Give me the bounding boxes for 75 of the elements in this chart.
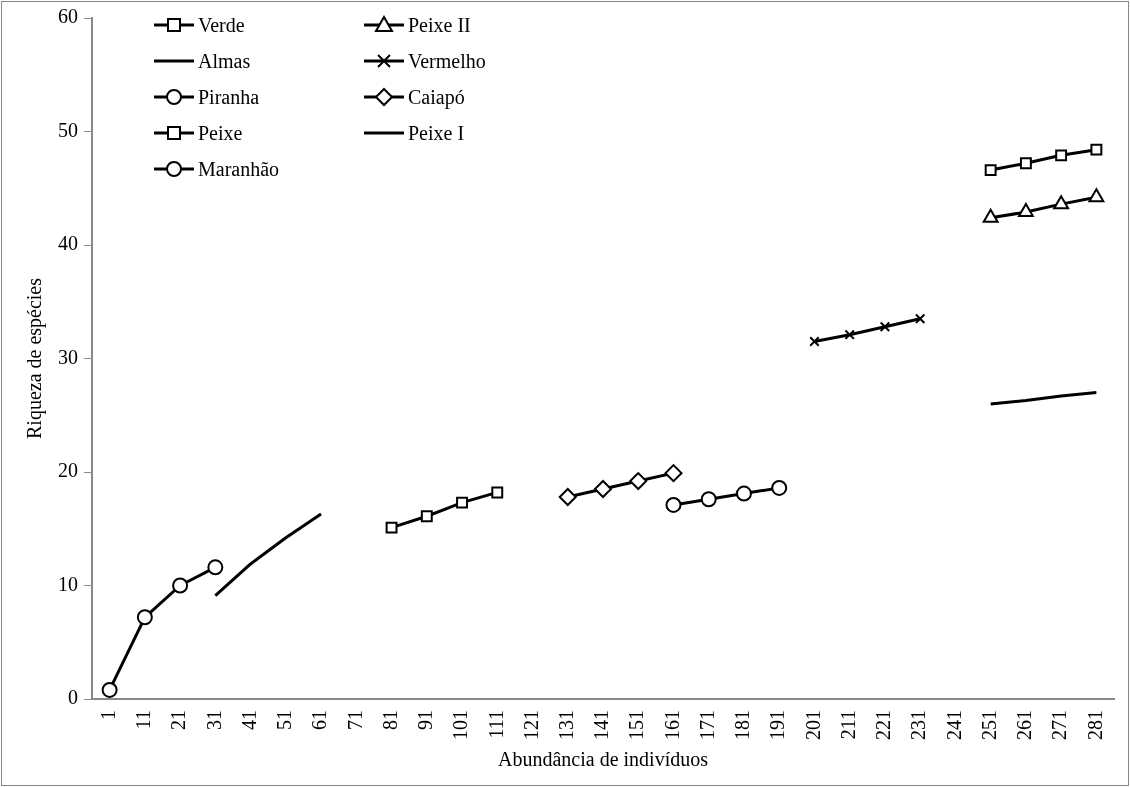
point (101, 681, 118, 698)
legend-label: Piranha (198, 85, 260, 109)
x-axis-title: Abundância de indivíduos (498, 748, 709, 771)
point (207, 559, 224, 576)
y-tick-label: 30 (58, 345, 78, 368)
point (879, 321, 891, 332)
legend-label: Peixe (198, 121, 243, 145)
x-tick-label: 31 (202, 710, 225, 730)
x-tick-label: 191 (766, 710, 789, 740)
x-tick-label: 241 (942, 710, 965, 740)
y-tick-label: 60 (58, 5, 78, 28)
x-tick-label: 251 (977, 710, 1000, 740)
x-tick-label: 101 (449, 710, 472, 740)
point (1090, 143, 1103, 156)
x-tick-label: 91 (414, 710, 437, 730)
point (982, 208, 999, 223)
x-tick-label: 281 (1083, 710, 1106, 740)
point (664, 464, 683, 483)
point (1017, 203, 1034, 218)
x-tick-label: 71 (343, 710, 366, 730)
x-tick-label: 11 (132, 710, 155, 730)
legend-label: Verde (198, 13, 245, 37)
x-tick-label: 121 (519, 710, 542, 740)
point (984, 164, 997, 177)
x-tick-label: 21 (167, 710, 190, 730)
y-tick-label: 10 (58, 572, 78, 595)
point (735, 485, 752, 502)
y-tick-label: 20 (58, 459, 78, 482)
point (385, 521, 398, 534)
point (491, 486, 504, 499)
point (594, 480, 612, 499)
y-axis-title: Riqueza de espécies (23, 277, 47, 440)
point (1088, 188, 1105, 203)
x-tick-label: 111 (484, 710, 507, 739)
point (1053, 195, 1070, 210)
point (136, 609, 153, 626)
x-tick-label: 181 (731, 710, 754, 740)
point (629, 472, 648, 491)
x-tick-label: 201 (801, 710, 824, 740)
x-tick-label: 171 (695, 710, 718, 740)
y-tick-label: 40 (58, 232, 78, 255)
legend-label: Almas (198, 49, 251, 73)
legend-label: Peixe II (408, 13, 471, 37)
x-tick-label: 61 (308, 710, 331, 730)
legend-label: Maranhão (198, 157, 280, 181)
point (1055, 149, 1068, 162)
point (914, 313, 926, 325)
point (420, 510, 433, 523)
point (558, 487, 577, 506)
point (1019, 157, 1032, 170)
x-tick-label: 211 (836, 710, 859, 740)
x-tick-label: 41 (237, 710, 260, 730)
x-tick-label: 141 (590, 710, 613, 740)
x-tick-label: 81 (378, 710, 401, 730)
point (771, 479, 788, 496)
legend-label: Vermelho (408, 49, 486, 73)
point (456, 496, 468, 509)
x-tick-label: 151 (625, 710, 648, 740)
x-tick-label: 231 (907, 710, 930, 740)
x-tick-label: 161 (660, 710, 683, 740)
point (665, 496, 682, 513)
legend-label: Peixe I (408, 121, 465, 145)
point (172, 577, 189, 594)
point (700, 491, 717, 508)
y-tick-label: 0 (68, 686, 78, 709)
x-tick-label: 221 (872, 710, 895, 740)
x-tick-label: 131 (555, 710, 578, 740)
x-tick-label: 261 (1013, 710, 1036, 740)
point (844, 329, 855, 340)
point (809, 336, 820, 347)
legend-label: Caiapó (408, 85, 465, 109)
x-tick-label: 51 (273, 710, 296, 730)
x-tick-label: 271 (1048, 710, 1071, 740)
y-tick-label: 50 (58, 118, 78, 141)
x-tick-label: 1 (96, 710, 119, 720)
